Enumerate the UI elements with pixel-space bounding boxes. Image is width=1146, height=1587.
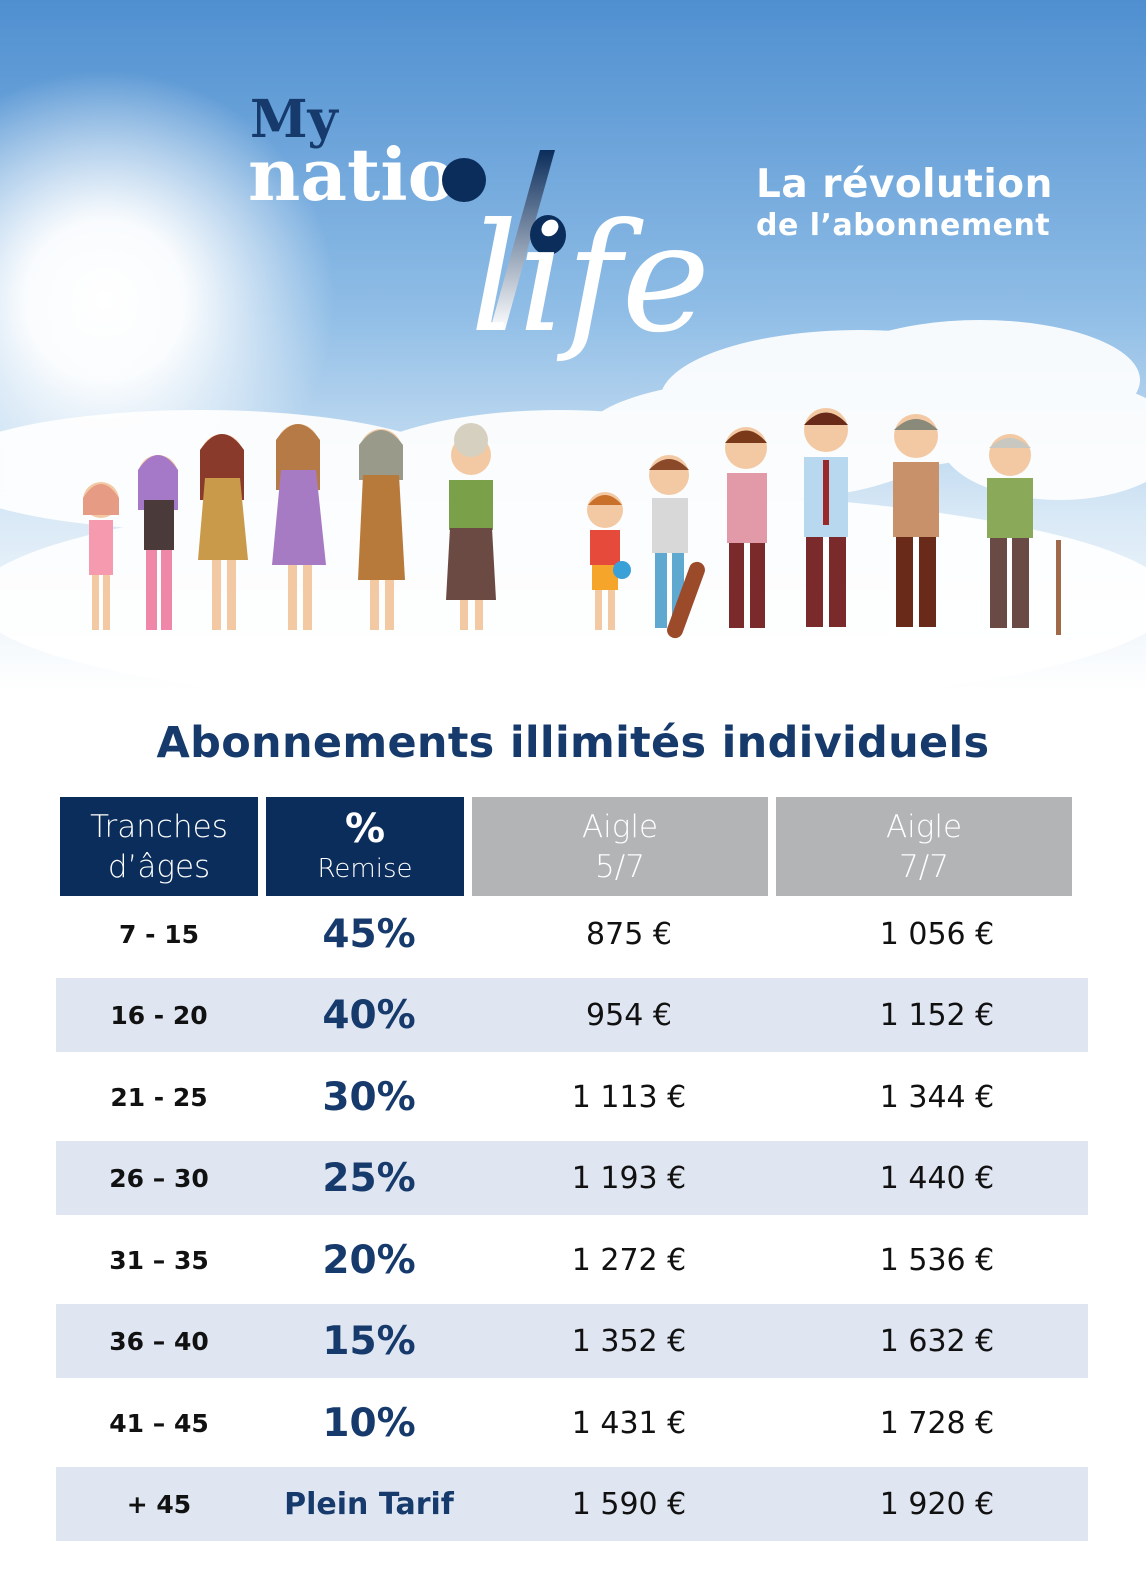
tagline-line1: La révolution [756,162,1053,207]
cell-price-7-7: 1 632 € [879,1323,995,1359]
header-aigle-7-7: Aigle 7/7 [776,797,1072,896]
men-illustration [587,408,1061,639]
table-row: 26 – 30 25% 1 193 € 1 440 € [56,1141,1088,1215]
table-row: 36 – 40 15% 1 352 € 1 632 € [56,1304,1088,1378]
hero-banner: My natio life [0,0,1146,690]
table-header: Tranches d’âges % Remise Aigle 5/7 Aigle… [0,797,1146,896]
cell-price-5-7: 954 € [586,997,672,1033]
cell-discount: 10% [322,1400,416,1446]
cell-price-7-7: 1 056 € [879,916,995,952]
cell-discount: 30% [322,1074,416,1120]
table-row: 41 – 45 10% 1 431 € 1 728 € [56,1386,1088,1460]
tagline-line2: de l’abonnement [756,208,1051,243]
sky-illustration: My natio life [0,0,1146,690]
header-aigle-5-7: Aigle 5/7 [472,797,768,896]
cell-price-7-7: 1 536 € [879,1242,995,1278]
cell-discount: 25% [322,1155,416,1201]
header-p5-line1: Aigle [581,808,659,845]
table-row: + 45 Plein Tarif 1 590 € 1 920 € [56,1467,1088,1541]
cell-age: + 45 [126,1489,192,1519]
cell-age: 21 - 25 [110,1082,208,1112]
cell-age: 16 - 20 [110,1000,208,1030]
cell-price-5-7: 1 431 € [571,1405,687,1441]
cell-age: 26 – 30 [109,1163,209,1193]
cell-price-7-7: 1 344 € [879,1079,995,1115]
header-p7-line1: Aigle [885,808,963,845]
table-row: 7 - 15 45% 875 € 1 056 € [56,897,1088,971]
cell-price-5-7: 875 € [586,916,672,952]
section-title: Abonnements illimités individuels [156,718,990,768]
cell-price-7-7: 1 920 € [879,1486,995,1522]
cell-age: 31 – 35 [109,1245,209,1275]
cell-price-5-7: 1 193 € [571,1160,687,1196]
header-age-line1: Tranches [90,808,228,845]
header-p5-line2: 5/7 [595,848,645,885]
my-nation-life-logo: My natio life [248,89,710,366]
cell-price-5-7: 1 352 € [571,1323,687,1359]
cell-price-7-7: 1 440 € [879,1160,995,1196]
header-discount: % Remise [266,797,464,896]
cell-discount: 15% [322,1318,416,1364]
cell-discount: 40% [322,992,416,1038]
cell-price-5-7: 1 590 € [571,1486,687,1522]
logo-my: My [250,89,340,150]
header-pct-symbol: % [344,805,386,852]
cell-discount: Plein Tarif [284,1486,454,1522]
header-age-range: Tranches d’âges [60,797,258,896]
cell-price-5-7: 1 272 € [571,1242,687,1278]
table-row: 31 – 35 20% 1 272 € 1 536 € [56,1223,1088,1297]
header-p7-line2: 7/7 [899,848,949,885]
logo-nation: natio [248,132,456,217]
women-illustration [83,423,496,630]
cell-discount: 20% [322,1237,416,1283]
cell-age: 36 – 40 [109,1326,209,1356]
tagline: La révolution de l’abonnement [756,162,1053,244]
logo-life: life [470,192,710,366]
cell-price-7-7: 1 728 € [879,1405,995,1441]
header-pct-label: Remise [317,853,413,884]
cell-age: 41 – 45 [109,1408,209,1438]
cell-price-5-7: 1 113 € [571,1079,687,1115]
cell-discount: 45% [322,911,416,957]
table-row: 21 - 25 30% 1 113 € 1 344 € [56,1060,1088,1134]
cell-age: 7 - 15 [119,919,199,949]
header-age-line2: d’âges [107,848,211,885]
cell-price-7-7: 1 152 € [879,997,995,1033]
table-row: 16 - 20 40% 954 € 1 152 € [56,978,1088,1052]
